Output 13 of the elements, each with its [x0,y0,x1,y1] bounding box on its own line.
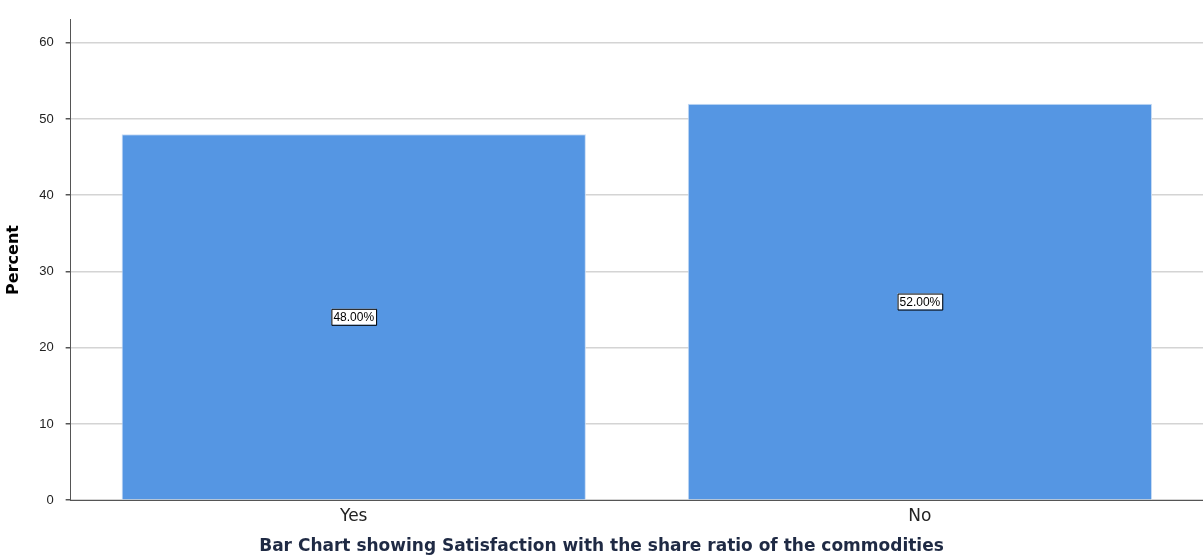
data-label: 48.00% [333,310,375,325]
data-label: 52.00% [899,294,941,309]
y-tick-label: 10 [39,415,54,431]
y-tick-label: 30 [39,263,54,279]
x-tick-label: Yes [339,504,368,525]
text: Bar Chart showing Satisfaction with the share ratio of the commodities [259,535,944,556]
y-axis-title: Percent [2,224,22,295]
y-tick-label: 20 [39,339,54,355]
x-tick-label: No [908,504,932,525]
y-tick-label: 60 [39,34,54,50]
y-tick-label: 40 [39,186,54,202]
y-tick-label: 0 [46,491,54,507]
y-tick-label: 50 [39,110,54,126]
